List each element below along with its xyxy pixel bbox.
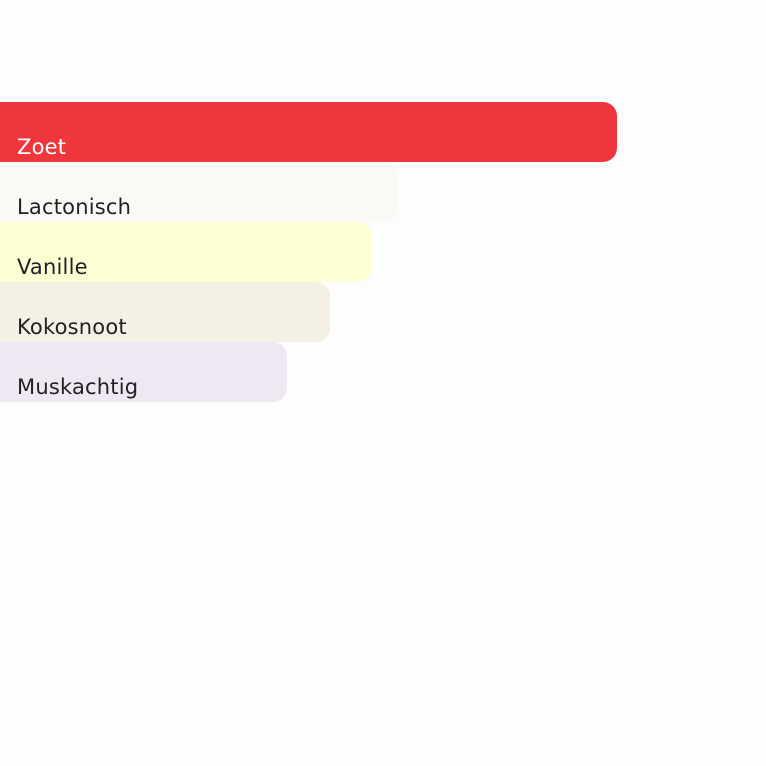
bar-label: Lactonisch	[17, 195, 132, 219]
bar-kokosnoot: Kokosnoot	[0, 282, 331, 342]
accords-bar-chart: Zoet Lactonisch Vanille Kokosnoot Muskachtig	[0, 102, 766, 402]
bar-lactonisch: Lactonisch	[0, 162, 398, 222]
bar-label: Zoet	[17, 135, 67, 159]
bar-vanille: Vanille	[0, 222, 373, 282]
bar-label: Kokosnoot	[17, 315, 127, 339]
bar-label: Vanille	[17, 255, 88, 279]
bar-label: Muskachtig	[17, 375, 139, 399]
bar-zoet: Zoet	[0, 102, 617, 162]
bar-muskachtig: Muskachtig	[0, 342, 287, 402]
